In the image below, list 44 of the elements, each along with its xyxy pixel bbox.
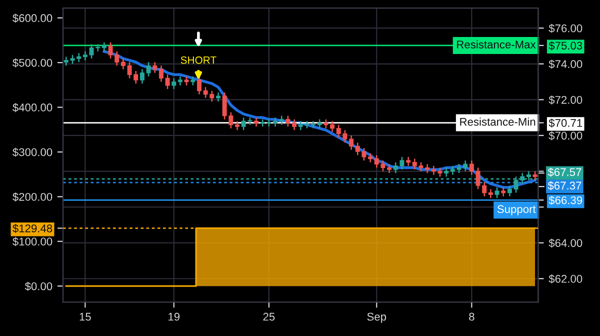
candlestick <box>165 74 170 90</box>
ref-line-label: $67.37 <box>548 181 582 190</box>
y-tick-label: $100.00 <box>12 237 52 246</box>
candlestick <box>152 61 158 74</box>
y-tick-label: $300.00 <box>12 148 52 157</box>
y-tick-label: $0.00 <box>24 282 52 291</box>
ref-line-label: Resistance-Min <box>460 118 536 126</box>
candlestick <box>349 134 354 150</box>
y2-tick-label: $72.00 <box>548 95 582 104</box>
x-tick-label: Sep <box>367 312 386 323</box>
candlestick <box>286 115 290 128</box>
y-tick-label: $400.00 <box>12 103 52 112</box>
candlestick <box>172 78 176 90</box>
y2-tick-label: $74.00 <box>548 60 582 69</box>
y2-tick-label: $64.00 <box>548 238 582 248</box>
x-tick-label: 19 <box>168 312 180 321</box>
y-tick-label: $500.00 <box>12 58 52 68</box>
candlestick <box>311 120 316 129</box>
y2-tick-label: $75.03 <box>548 41 582 50</box>
ref-line-label: Support <box>497 205 536 216</box>
y2-tick-label: $70.71 <box>548 118 582 128</box>
ref-line-label: $67.57 <box>548 168 582 177</box>
annotation: SHORT <box>180 56 216 64</box>
y-tick-label: $129.48 <box>12 224 52 233</box>
candlestick <box>120 58 126 70</box>
y2-tick-label: $76.00 <box>548 24 582 33</box>
y-tick-label: $600.00 <box>12 14 52 23</box>
candlestick <box>140 68 144 84</box>
y2-tick-label: $66.39 <box>548 196 582 205</box>
y2-tick-label: $70.00 <box>548 131 582 140</box>
ref-line-label: Resistance-Max <box>457 40 536 48</box>
candlestick <box>507 184 512 197</box>
y2-tick-label: $62.00 <box>548 274 582 284</box>
candlestick <box>292 118 297 131</box>
x-tick-label: 25 <box>263 312 275 321</box>
y-tick-label: $200.00 <box>12 192 52 202</box>
x-tick-label: 15 <box>80 312 91 321</box>
x-tick-label: 8 <box>469 312 474 321</box>
candlestick <box>463 160 468 172</box>
candlestick <box>469 160 474 176</box>
candlestick <box>146 61 151 78</box>
candlestick <box>158 65 164 82</box>
candlestick <box>330 120 335 133</box>
candlestick <box>494 186 500 199</box>
